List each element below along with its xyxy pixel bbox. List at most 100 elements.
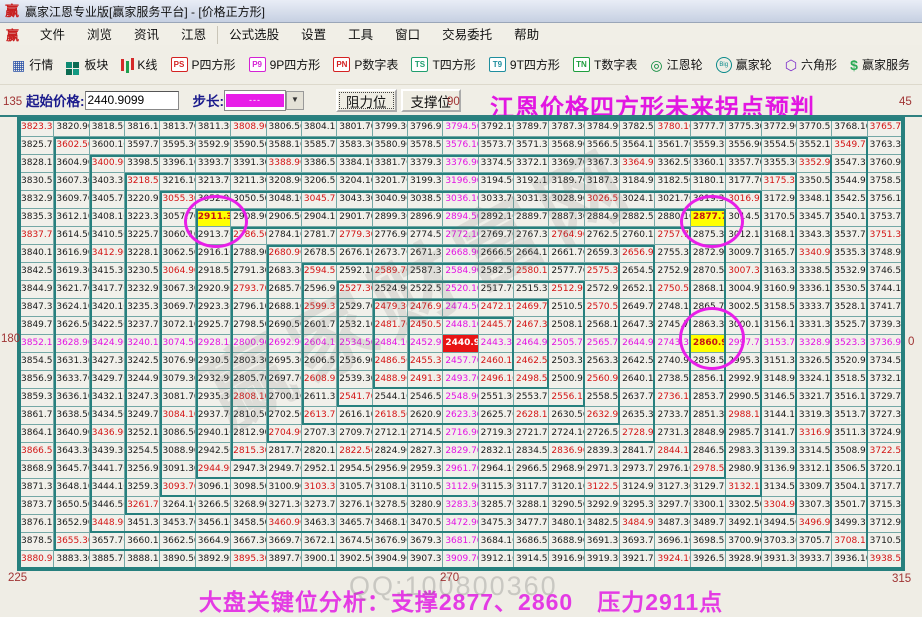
grid-cell: 3811.30 (195, 119, 232, 137)
grid-cell: 2728.90 (620, 425, 656, 443)
grid-cell: 3619.30 (54, 263, 90, 281)
grid-cell: 2947.30 (231, 461, 267, 479)
toolbar-item-1[interactable]: 板块 (66, 56, 108, 73)
grid-cell: 3710.50 (867, 533, 903, 551)
grid-cell: 2666.50 (478, 245, 515, 263)
grid-cell: 3093.70 (160, 479, 196, 497)
toolbar-item-12[interactable]: $ 赢家服务 (850, 56, 910, 73)
grid-cell: 2858.50 (690, 353, 727, 371)
grid-cell: 3520.90 (832, 353, 868, 371)
resistance-button[interactable]: 阻力位 (336, 88, 397, 112)
grid-cell: 3285.70 (478, 497, 515, 515)
menu-item-4[interactable]: 公式选股 (217, 26, 291, 44)
grid-cell: 3326.50 (796, 353, 833, 371)
grid-cell: 3499.30 (832, 515, 868, 533)
grid-cell: 3400.90 (89, 155, 126, 173)
start-price-input[interactable] (84, 90, 179, 110)
grid-cell: 3153.70 (761, 335, 797, 353)
step-style-swatch: --- (226, 93, 284, 107)
grid-cell: 2964.10 (478, 461, 515, 479)
toolbar-item-7[interactable]: T9 9T四方形 (488, 56, 560, 73)
grid-cell: 2481.70 (372, 317, 408, 335)
step-select[interactable]: --- (224, 89, 286, 111)
grid-cell: 3381.70 (372, 155, 408, 173)
grid-cell: 3187.30 (584, 173, 621, 191)
menu-item-2[interactable]: 资讯 (134, 28, 160, 42)
menu-item-0[interactable]: 文件 (40, 28, 66, 42)
grid-cell: 2520.10 (443, 281, 479, 299)
grid-cell: 2697.70 (266, 371, 302, 389)
grid-cell: 3607.30 (54, 173, 90, 191)
grid-cell: 2748.10 (655, 299, 691, 317)
grid-cell: 2714.50 (407, 425, 444, 443)
grid-cell: 2474.50 (443, 299, 479, 317)
toolbar-item-5[interactable]: PN P数字表 (333, 56, 398, 73)
grid-cell: 3259.30 (125, 479, 161, 497)
grid-cell: 3132.10 (726, 479, 762, 497)
grid-cell: 3748.90 (867, 245, 903, 263)
grid-cell: 3806.50 (266, 119, 302, 137)
menu-item-6[interactable]: 工具 (348, 28, 374, 42)
angle-label-45: 45 (899, 96, 912, 108)
grid-cell: 2853.70 (690, 389, 727, 407)
grid-cell: 2760.10 (620, 227, 656, 245)
menu-item-7[interactable]: 窗口 (395, 28, 421, 42)
toolbar-item-4[interactable]: P9 9P四方形 (248, 56, 320, 73)
grid-cell: 3012.10 (726, 227, 762, 245)
grid-cell: 2558.50 (584, 389, 621, 407)
grid-cell: 2685.70 (266, 281, 302, 299)
grid-cell: 2805.70 (231, 371, 267, 389)
grid-cell: 3379.30 (407, 155, 444, 173)
grid-cell: 2505.70 (549, 335, 585, 353)
chevron-down-icon[interactable]: ▼ (286, 90, 304, 110)
menu-item-9[interactable]: 帮助 (514, 28, 540, 42)
grid-cell: 2491.30 (407, 371, 444, 389)
toolbar-item-3[interactable]: PS P四方形 (170, 56, 236, 73)
grid-cell: 3300.10 (690, 497, 727, 515)
grid-cell: 2971.30 (584, 461, 621, 479)
grid-cell: 2498.50 (514, 371, 550, 389)
grid-cell: 2942.50 (195, 443, 232, 461)
grid-cell: 2762.50 (584, 227, 621, 245)
grid-cell: 2476.90 (407, 299, 444, 317)
grid-cell: 3009.70 (726, 245, 762, 263)
grid-cell: 2656.90 (620, 245, 656, 263)
grid-cell: 3040.90 (372, 191, 408, 209)
grid-cell: 3273.70 (301, 497, 338, 515)
grid-cell: 2484.10 (372, 335, 408, 353)
grid-cell: 3184.90 (620, 173, 656, 191)
grid-cell: 2632.90 (584, 407, 621, 425)
menu-item-3[interactable]: 江恩 (181, 28, 207, 42)
toolbar-item-11[interactable]: ⬡ 六角形 (785, 56, 837, 73)
grid-cell: 2949.70 (266, 461, 302, 479)
grid-cell: 2781.70 (301, 227, 338, 245)
grid-cell: 2695.30 (266, 353, 302, 371)
grid-cell: 3168.10 (761, 227, 797, 245)
grid-cell: 2774.50 (407, 227, 444, 245)
grid-cell: 3508.90 (832, 443, 868, 461)
toolbar-item-2[interactable]: K线 (121, 56, 157, 73)
grid-cell: 3331.30 (796, 317, 833, 335)
menu-item-5[interactable]: 设置 (301, 28, 327, 42)
menu-item-1[interactable]: 浏览 (87, 28, 113, 42)
grid-cell: 3201.70 (372, 173, 408, 191)
grid-cell: 3576.10 (443, 137, 479, 155)
grid-cell: 2769.70 (478, 227, 515, 245)
toolbar-item-10[interactable]: Big 赢家轮 (715, 56, 772, 73)
grid-cell: 3681.70 (443, 533, 479, 551)
toolbar-item-6[interactable]: TS T四方形 (411, 56, 476, 73)
grid-cell: 3631.30 (54, 353, 90, 371)
grid-cell: 2800.90 (231, 335, 267, 353)
grid-cell: 2875.30 (690, 227, 727, 245)
menu-item-8[interactable]: 交易委托 (442, 28, 493, 42)
toolbar-item-8[interactable]: TN T数字表 (572, 56, 637, 73)
support-button[interactable]: 支撑位 (400, 88, 461, 112)
grid-cell: 3554.50 (761, 137, 797, 155)
toolbar-item-0[interactable]: ▦ 行情 (12, 56, 53, 73)
toolbar-item-9[interactable]: ◎ 江恩轮 (650, 56, 702, 73)
grid-cell: 2779.30 (337, 227, 373, 245)
grid-cell: 3672.10 (301, 533, 338, 551)
grid-cell: 3388.90 (266, 155, 302, 173)
grid-cell: 3909.70 (443, 551, 479, 569)
grid-cell: 3172.90 (761, 191, 797, 209)
